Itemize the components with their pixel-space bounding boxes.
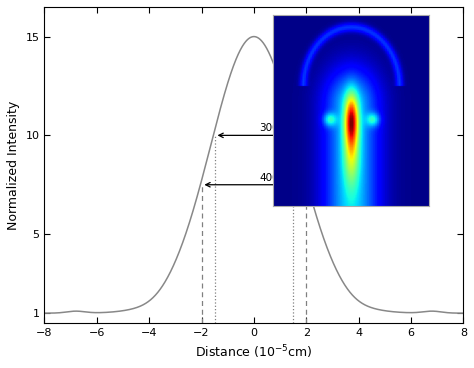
X-axis label: Distance ($10^{-5}$cm): Distance ($10^{-5}$cm) <box>195 343 313 361</box>
Text: 300nm: 300nm <box>259 123 296 133</box>
Y-axis label: Normalized Intensity: Normalized Intensity <box>7 100 20 230</box>
Text: 400nm: 400nm <box>259 173 296 183</box>
